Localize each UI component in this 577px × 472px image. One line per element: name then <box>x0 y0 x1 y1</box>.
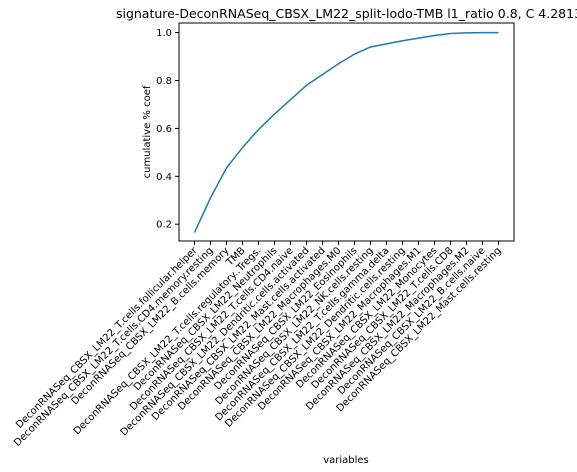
y-axis: 0.2 0.4 0.6 0.8 1.0 <box>156 28 179 231</box>
y-tick-label: 0.8 <box>156 76 172 87</box>
y-tick-label: 0.4 <box>156 172 172 183</box>
y-tick-label: 1.0 <box>156 28 172 39</box>
chart-title: signature-DeconRNASeq_CBSX_LM22_split-lo… <box>116 6 577 21</box>
y-tick-label: 0.2 <box>156 220 172 231</box>
plot-area <box>178 22 515 242</box>
y-tick-label: 0.6 <box>156 124 172 135</box>
series-line <box>193 31 499 233</box>
x-axis-label: variables <box>323 455 369 466</box>
y-axis-label: cumulative % coef <box>142 85 153 178</box>
x-axis: DeconRNASeq_CBSX_LM22_T.cells.follicular… <box>12 241 504 449</box>
